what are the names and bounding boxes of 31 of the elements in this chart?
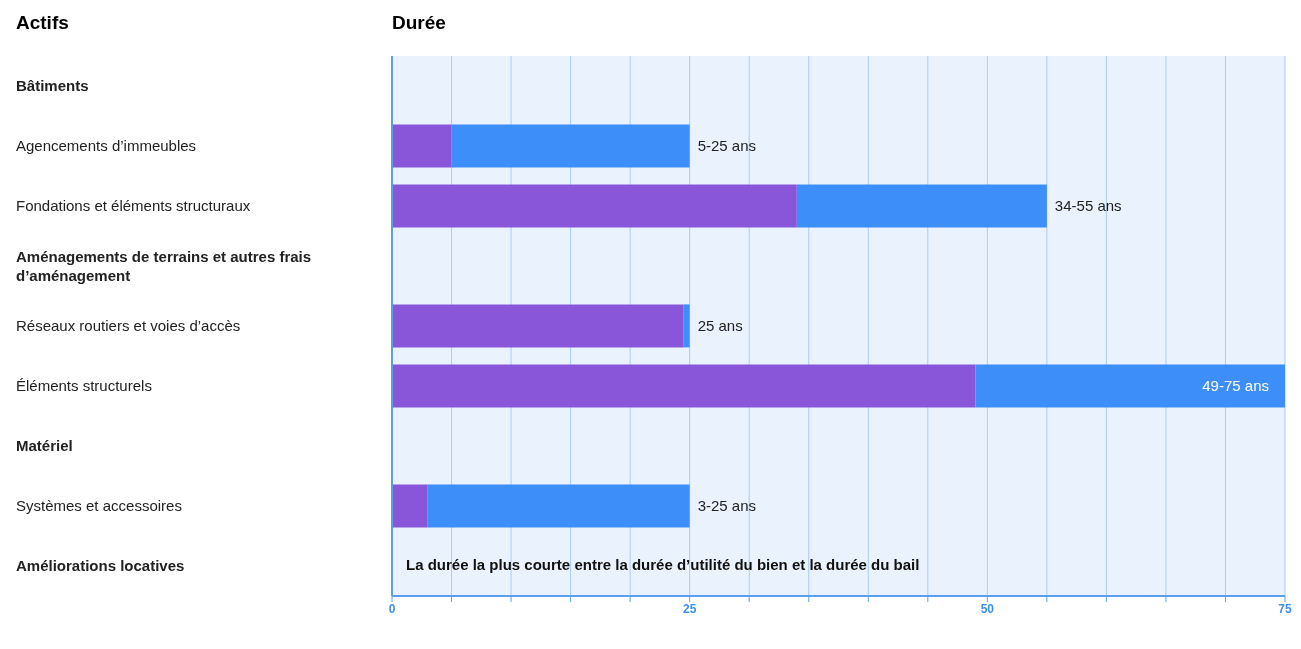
x-tick-label: 75 [1278, 601, 1292, 616]
x-tick-label: 50 [980, 601, 995, 616]
bar [392, 364, 976, 408]
total-label: 5-25 ans [697, 136, 757, 154]
bar [451, 124, 690, 168]
total-label: 25 ans [697, 316, 743, 334]
y-tick-label: Fondations et éléments structuraux [16, 197, 251, 214]
x-axis-title: Durée [392, 12, 446, 34]
y-tick-label: Bâtiments [16, 77, 89, 94]
bar [427, 484, 690, 528]
y-tick-label: Matériel [16, 437, 73, 454]
total-label: 34-55 ans [1054, 196, 1122, 214]
bar [683, 304, 690, 348]
bar [975, 364, 1285, 408]
bar [392, 304, 684, 348]
y-tick-label: Systèmes et accessoires [16, 497, 182, 514]
total-label: 3-25 ans [697, 496, 757, 514]
x-tick-label: 0 [388, 601, 396, 616]
y-tick-label: Agencements d’immeubles [16, 137, 197, 154]
annotation: La durée la plus courte entre la durée d’utilité du bien et la durée du bail [406, 556, 920, 573]
y-tick-label: Améliorations locatives [16, 557, 185, 574]
bar [796, 184, 1047, 228]
y-axis-title: Actifs [16, 12, 69, 34]
y-tick-label: Aménagements de terrains et autres frais d’aménagement [16, 248, 312, 284]
x-tick-label: 25 [682, 601, 697, 616]
bar [392, 484, 428, 528]
total-label: 49-75 ans [1202, 376, 1269, 394]
bar [392, 184, 797, 228]
bar [392, 124, 452, 168]
y-tick-label: Éléments structurels [16, 377, 152, 394]
y-tick-label: Réseaux routiers et voies d’accès [16, 317, 241, 334]
